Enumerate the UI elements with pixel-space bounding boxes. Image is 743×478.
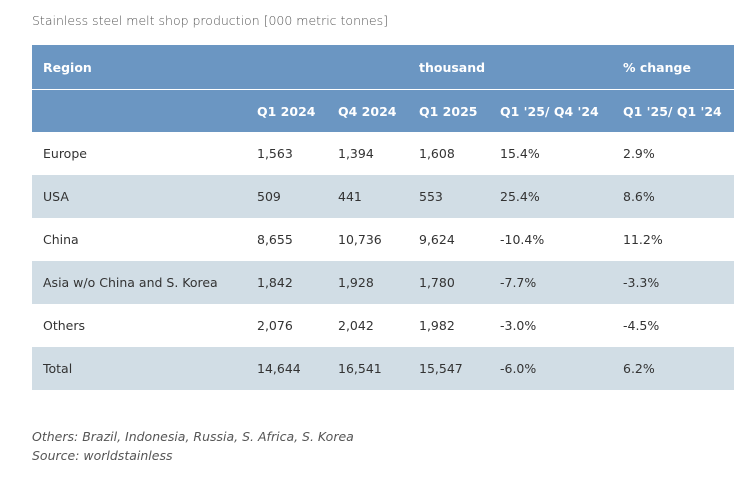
value-cell: -4.5%: [623, 318, 660, 333]
column-header: Q1 '25/ Q1 '24: [612, 89, 734, 132]
value-cell: -6.0%: [489, 347, 612, 390]
total-row: Total 14,644 16,541 15,547 -6.0% 6.2%: [32, 347, 734, 390]
value-cell: 8.6%: [612, 175, 734, 218]
region-cell: Others: [43, 318, 86, 333]
region-cell: Asia w/o China and S. Korea: [32, 261, 246, 304]
thousand-tonnes-header: thousand tonnes: [408, 45, 489, 90]
value-cell: -3.0%: [500, 318, 537, 333]
value-cell: 2,076: [257, 318, 293, 333]
value-cell: 25.4%: [489, 175, 612, 218]
header-spacer: [489, 45, 612, 90]
value-cell: 553: [408, 175, 489, 218]
region-cell: China: [43, 232, 79, 247]
table-row: Asia w/o China and S. Korea 1,842 1,928 …: [32, 261, 734, 304]
value-cell: 1,928: [327, 261, 408, 304]
others-note: Others: Brazil, Indonesia, Russia, S. Af…: [32, 429, 354, 444]
value-cell: 2.9%: [623, 146, 655, 161]
value-cell: 8,655: [257, 232, 293, 247]
production-table: Region thousand tonnes % change Q1 2024 …: [32, 45, 734, 390]
value-cell: 15,547: [408, 347, 489, 390]
table-row: China 8,655 10,736 9,624 -10.4% 11.2%: [32, 218, 734, 261]
table-caption: Stainless steel melt shop production [00…: [32, 13, 388, 28]
value-cell: 441: [327, 175, 408, 218]
value-cell: 1,563: [257, 146, 293, 161]
value-cell: 6.2%: [612, 347, 734, 390]
value-cell: -3.3%: [612, 261, 734, 304]
header-row-columns: Q1 2024 Q4 2024 Q1 2025 Q1 '25/ Q4 '24 Q…: [32, 89, 734, 132]
value-cell: 10,736: [338, 232, 382, 247]
value-cell: 9,624: [419, 232, 455, 247]
value-cell: 1,394: [338, 146, 374, 161]
value-cell: 1,608: [419, 146, 455, 161]
table-row: Europe 1,563 1,394 1,608 15.4% 2.9%: [32, 132, 734, 175]
region-header: Region: [32, 45, 246, 90]
region-cell: USA: [32, 175, 246, 218]
value-cell: 509: [246, 175, 327, 218]
column-header: Q1 2024: [246, 89, 327, 132]
value-cell: -7.7%: [489, 261, 612, 304]
source-note: Source: worldstainless: [32, 448, 173, 463]
table-row: USA 509 441 553 25.4% 8.6%: [32, 175, 734, 218]
footnotes: Others: Brazil, Indonesia, Russia, S. Af…: [32, 427, 354, 465]
percent-change-header: % change: [612, 45, 734, 90]
value-cell: 14,644: [246, 347, 327, 390]
column-header: Q4 2024: [327, 89, 408, 132]
value-cell: 2,042: [338, 318, 374, 333]
header-spacer: [327, 45, 408, 90]
column-header: Q1 '25/ Q4 '24: [489, 89, 612, 132]
region-cell: Europe: [43, 146, 87, 161]
column-header: Q1 2025: [408, 89, 489, 132]
value-cell: 11.2%: [623, 232, 663, 247]
value-cell: 1,780: [408, 261, 489, 304]
value-cell: 16,541: [327, 347, 408, 390]
region-cell: Total: [32, 347, 246, 390]
value-cell: 1,842: [246, 261, 327, 304]
header-spacer: [32, 89, 246, 132]
header-spacer: [246, 45, 327, 90]
table-row: Others 2,076 2,042 1,982 -3.0% -4.5%: [32, 304, 734, 347]
value-cell: 15.4%: [500, 146, 540, 161]
header-row-groups: Region thousand tonnes % change: [32, 45, 734, 90]
value-cell: -10.4%: [500, 232, 545, 247]
value-cell: 1,982: [419, 318, 455, 333]
